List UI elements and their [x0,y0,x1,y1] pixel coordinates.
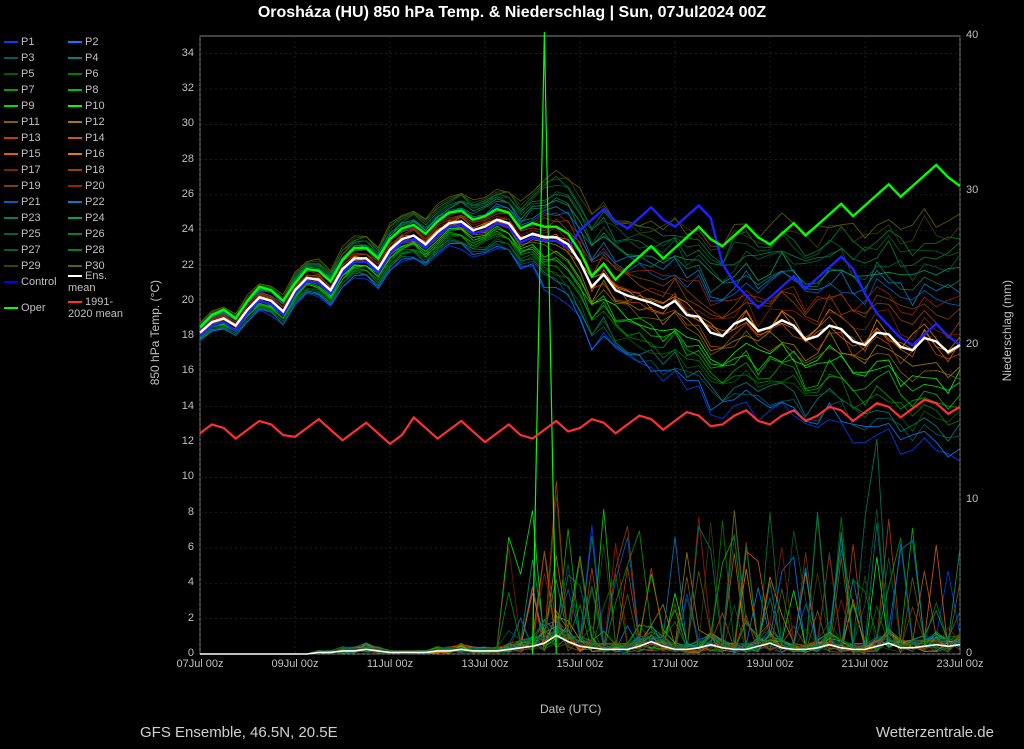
footer-left: GFS Ensemble, 46.5N, 20.5E [140,724,338,741]
y-left-label: 850 hPa Temp. (°C) [148,280,162,385]
x-axis-label: Date (UTC) [540,702,601,716]
chart-title: Orosháza (HU) 850 hPa Temp. & Niederschl… [0,0,1024,28]
legend: P1 P2 P3 P4 P5 P6 P7 P8 P9 P10 P11 P12 P… [4,34,134,316]
plot-area [180,30,980,680]
y-right-label: Niederschlag (mm) [1000,280,1014,381]
chart-frame: Orosháza (HU) 850 hPa Temp. & Niederschl… [0,0,1024,749]
footer-right: Wetterzentrale.de [876,724,994,741]
chart-svg [180,30,980,680]
